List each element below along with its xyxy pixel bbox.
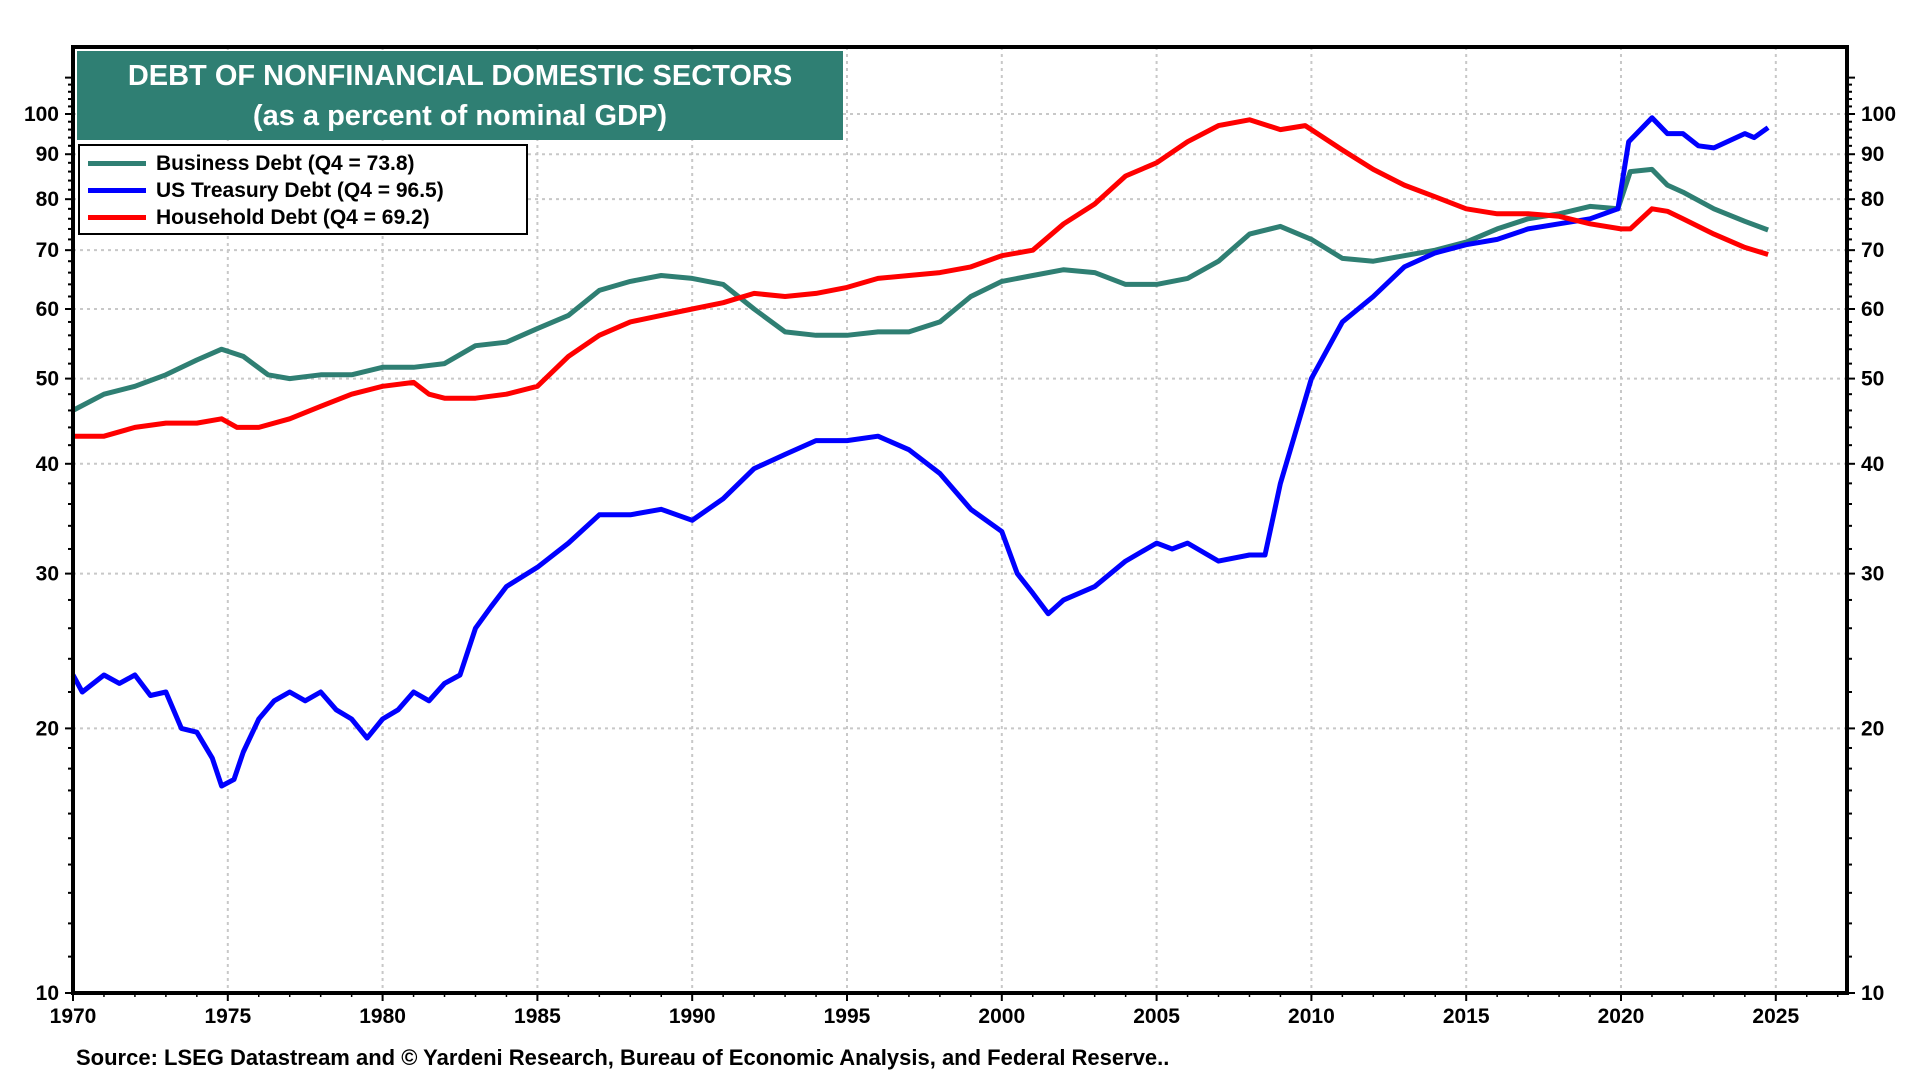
legend: Business Debt (Q4 = 73.8) US Treasury De… — [78, 144, 528, 235]
y-tick-label-left: 40 — [36, 453, 59, 476]
y-tick-label-right: 40 — [1861, 453, 1884, 476]
x-tick-label: 2010 — [1288, 1005, 1335, 1028]
source-note: Source: LSEG Datastream and © Yardeni Re… — [76, 1045, 1170, 1070]
x-tick-label: 2025 — [1752, 1005, 1799, 1028]
y-tick-label-left: 50 — [36, 368, 59, 391]
y-tick-label-right: 60 — [1861, 298, 1884, 321]
chart-title: DEBT OF NONFINANCIAL DOMESTIC SECTORS — [127, 60, 793, 92]
y-tick-label-right: 50 — [1861, 368, 1884, 391]
y-tick-label-right: 70 — [1861, 239, 1884, 262]
x-tick-label: 1995 — [824, 1005, 871, 1028]
x-tick-label: 2015 — [1443, 1005, 1490, 1028]
x-tick-label: 1980 — [359, 1005, 406, 1028]
legend-label: Business Debt (Q4 = 73.8) — [156, 151, 415, 175]
x-tick-label: 1970 — [50, 1005, 97, 1028]
y-tick-label-left: 30 — [36, 563, 59, 586]
y-tick-label-left: 70 — [36, 239, 59, 262]
us-treasury-debt-line — [70, 115, 1770, 789]
x-tick-label: 1975 — [204, 1005, 251, 1028]
y-tick-label-left: 20 — [36, 717, 59, 740]
legend-item-business: Business Debt (Q4 = 73.8) — [88, 150, 526, 177]
x-tick-label: 1990 — [669, 1005, 716, 1028]
legend-label: US Treasury Debt (Q4 = 96.5) — [156, 178, 444, 202]
chart-subtitle: (as a percent of nominal GDP) — [252, 100, 668, 132]
y-tick-label-right: 80 — [1861, 188, 1884, 211]
x-tick-label: 1985 — [514, 1005, 561, 1028]
household-debt-line — [73, 117, 1769, 439]
legend-label: Household Debt (Q4 = 69.2) — [156, 205, 430, 229]
series-lines — [70, 115, 1770, 789]
y-tick-label-left: 10 — [36, 982, 59, 1005]
legend-item-treasury: US Treasury Debt (Q4 = 96.5) — [88, 177, 526, 204]
x-tick-label: 2005 — [1133, 1005, 1180, 1028]
legend-item-household: Household Debt (Q4 = 69.2) — [88, 204, 526, 231]
y-tick-label-left: 80 — [36, 188, 59, 211]
y-tick-label-right: 100 — [1861, 103, 1896, 126]
legend-swatch-business — [88, 161, 146, 166]
x-tick-label: 2020 — [1598, 1005, 1645, 1028]
y-tick-label-right: 10 — [1861, 982, 1884, 1005]
legend-swatch-treasury — [88, 188, 146, 193]
legend-swatch-household — [88, 215, 146, 220]
plot-frame — [71, 45, 1849, 995]
y-tick-label-right: 90 — [1861, 143, 1884, 166]
chart-title-box: DEBT OF NONFINANCIAL DOMESTIC SECTORS (a… — [77, 51, 843, 140]
x-tick-label: 2000 — [978, 1005, 1025, 1028]
y-tick-label-left: 60 — [36, 298, 59, 321]
y-tick-label-left: 100 — [24, 103, 59, 126]
y-tick-label-right: 20 — [1861, 717, 1884, 740]
y-tick-label-left: 90 — [36, 143, 59, 166]
y-tick-label-right: 30 — [1861, 563, 1884, 586]
